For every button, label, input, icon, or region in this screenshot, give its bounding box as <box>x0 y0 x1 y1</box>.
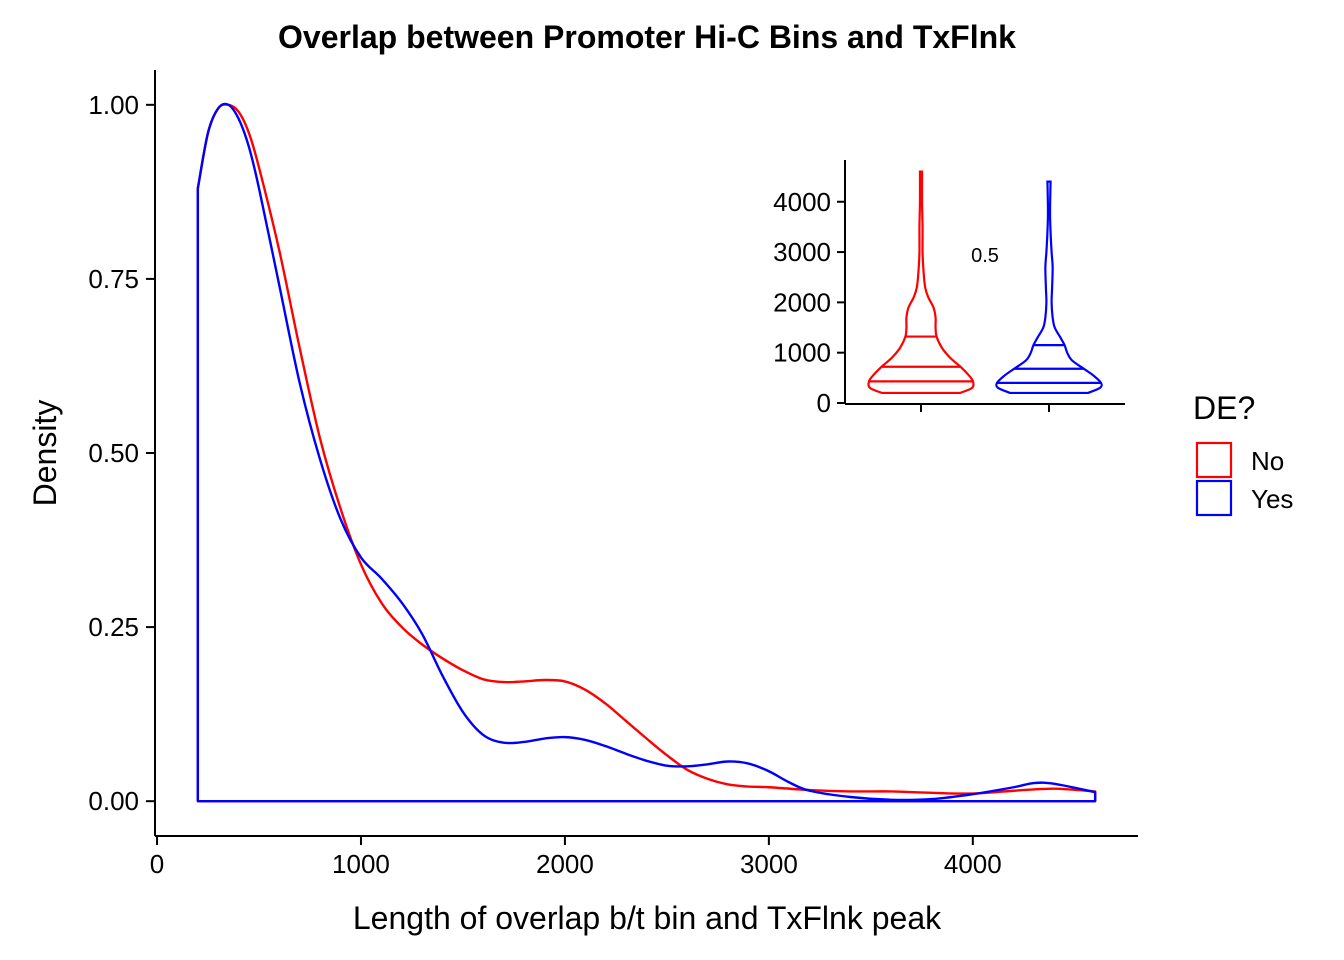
inset-x-axis-ticks <box>920 404 1050 412</box>
legend-key-yes <box>1195 479 1233 517</box>
x-tick-label: 3000 <box>740 849 798 879</box>
legend-label-yes: Yes <box>1251 484 1293 514</box>
y-tick-label: 0.25 <box>88 612 139 642</box>
inset-y-tick-label: 1000 <box>773 338 831 368</box>
inset-violin-plot: 0 1000 2000 3000 4000 0.5 <box>773 160 1125 418</box>
y-axis-label: Density <box>27 400 63 507</box>
legend-title: DE? <box>1193 390 1255 426</box>
legend-label-no: No <box>1251 446 1284 476</box>
legend: DE? No Yes <box>1193 390 1293 517</box>
y-axis-ticks: 0.00 0.25 0.50 0.75 1.00 <box>88 90 155 816</box>
density-curve-yes <box>196 102 1097 803</box>
violin-yes <box>995 180 1103 395</box>
density-curve-no <box>196 103 1097 803</box>
legend-entries: No Yes <box>1195 441 1293 517</box>
inset-y-tick-label: 2000 <box>773 287 831 317</box>
inset-y-tick-label: 3000 <box>773 237 831 267</box>
y-tick-label: 1.00 <box>88 90 139 120</box>
x-axis-label: Length of overlap b/t bin and TxFlnk pea… <box>353 900 942 936</box>
inset-y-tick-label: 4000 <box>773 187 831 217</box>
violin-no <box>867 170 975 395</box>
density-series <box>196 102 1097 803</box>
y-tick-label: 0.50 <box>88 438 139 468</box>
inset-y-axis-ticks: 0 1000 2000 3000 4000 <box>773 187 845 418</box>
x-tick-label: 2000 <box>536 849 594 879</box>
x-tick-label: 0 <box>150 849 164 879</box>
inset-y-tick-label: 0 <box>817 388 831 418</box>
y-tick-label: 0.75 <box>88 264 139 294</box>
x-tick-label: 1000 <box>332 849 390 879</box>
x-tick-label: 4000 <box>944 849 1002 879</box>
inset-violins <box>867 170 1103 395</box>
inset-p-value-annotation: 0.5 <box>971 245 999 267</box>
chart-title: Overlap between Promoter Hi-C Bins and T… <box>278 19 1016 55</box>
legend-key-no <box>1195 441 1233 479</box>
x-axis-ticks: 0 1000 2000 3000 4000 <box>150 836 1002 879</box>
y-tick-label: 0.00 <box>88 786 139 816</box>
density-plot: 0 1000 2000 3000 4000 0.000.250.500.751.00 <box>88 70 1138 879</box>
